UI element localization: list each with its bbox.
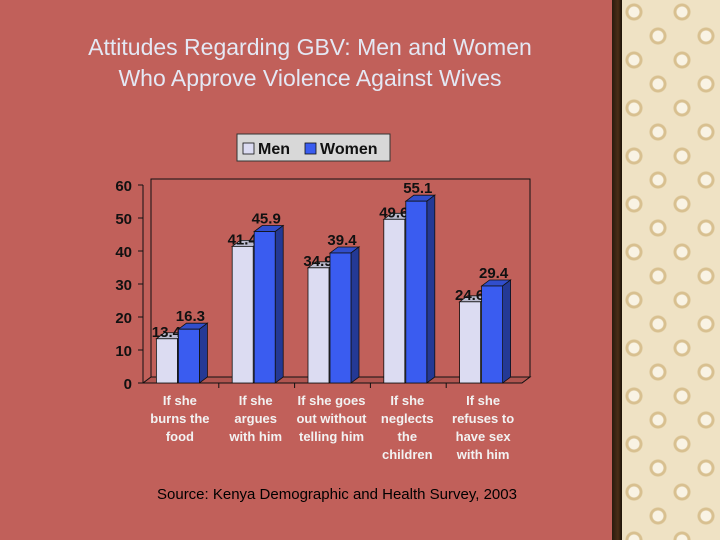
- x-category-label: neglects: [381, 411, 434, 426]
- y-tick-label: 30: [115, 277, 132, 294]
- data-label-women: 29.4: [479, 265, 509, 282]
- legend-label-men: Men: [258, 141, 290, 158]
- x-category-label: If she goes: [298, 393, 366, 408]
- data-label-men: 13.4: [152, 324, 182, 341]
- x-category-label: If she: [163, 393, 197, 408]
- y-tick-label: 60: [115, 178, 132, 195]
- bar-women-side: [502, 279, 512, 384]
- data-label-women: 39.4: [327, 232, 357, 249]
- x-category-label: with him: [228, 429, 282, 444]
- x-category-label: with him: [456, 447, 510, 462]
- data-label-women: 16.3: [176, 308, 205, 325]
- data-label-men: 49.6: [379, 204, 408, 221]
- bar-men: [383, 218, 406, 384]
- title-line-2: Who Approve Violence Against Wives: [118, 65, 502, 91]
- bar-men: [307, 267, 330, 384]
- x-category-label: out without: [296, 411, 367, 426]
- x-category-label: If she: [239, 393, 273, 408]
- slide-frame-border: [612, 0, 622, 540]
- bar-chart: 0 10 20 30 40 50 60 13.416.3 If she burns the food…: [115, 133, 532, 462]
- title-line-1: Attitudes Regarding GBV: Men and Women: [88, 34, 532, 60]
- x-category-label: argues: [234, 411, 277, 426]
- y-tick-label: 50: [115, 211, 132, 228]
- x-category-label: burns the: [150, 411, 209, 426]
- legend-swatch-men: [242, 142, 255, 155]
- x-category-label: food: [166, 429, 194, 444]
- bar-women: [329, 252, 352, 384]
- x-category-label: the: [398, 429, 418, 444]
- bar-women: [253, 231, 276, 384]
- y-tick-label: 20: [115, 310, 132, 327]
- source-note: Source: Kenya Demographic and Health Sur…: [157, 486, 517, 503]
- x-category-label: telling him: [299, 429, 364, 444]
- bar-men: [155, 338, 178, 384]
- y-tick-label: 0: [124, 376, 132, 393]
- x-category-label: If she: [466, 393, 500, 408]
- bar-men: [459, 301, 482, 384]
- x-category-label: refuses to: [452, 411, 514, 426]
- data-label-men: 41.4: [228, 231, 258, 248]
- y-tick-label: 10: [115, 343, 132, 360]
- bar-women: [481, 285, 504, 384]
- legend-swatch-women: [304, 142, 317, 155]
- data-label-women: 55.1: [403, 180, 432, 197]
- data-label-men: 34.9: [303, 253, 332, 270]
- bar-women: [177, 328, 200, 384]
- bar-women-side: [274, 224, 284, 384]
- y-tick-label: 40: [115, 244, 132, 261]
- bar-women-side: [426, 194, 436, 384]
- bar-women-side: [198, 322, 208, 384]
- legend-label-women: Women: [320, 141, 377, 158]
- data-label-women: 45.9: [252, 211, 281, 228]
- data-label-men: 24.6: [455, 287, 484, 304]
- bar-men: [231, 245, 254, 384]
- slide-title: Attitudes Regarding GBV: Men and Women W…: [0, 32, 620, 94]
- x-category-label: If she: [390, 393, 424, 408]
- x-category-label: have sex: [456, 429, 512, 444]
- x-category-label: children: [382, 447, 433, 462]
- floral-border-decoration: [622, 0, 720, 540]
- bar-women: [405, 200, 428, 384]
- bar-women-side: [350, 246, 360, 384]
